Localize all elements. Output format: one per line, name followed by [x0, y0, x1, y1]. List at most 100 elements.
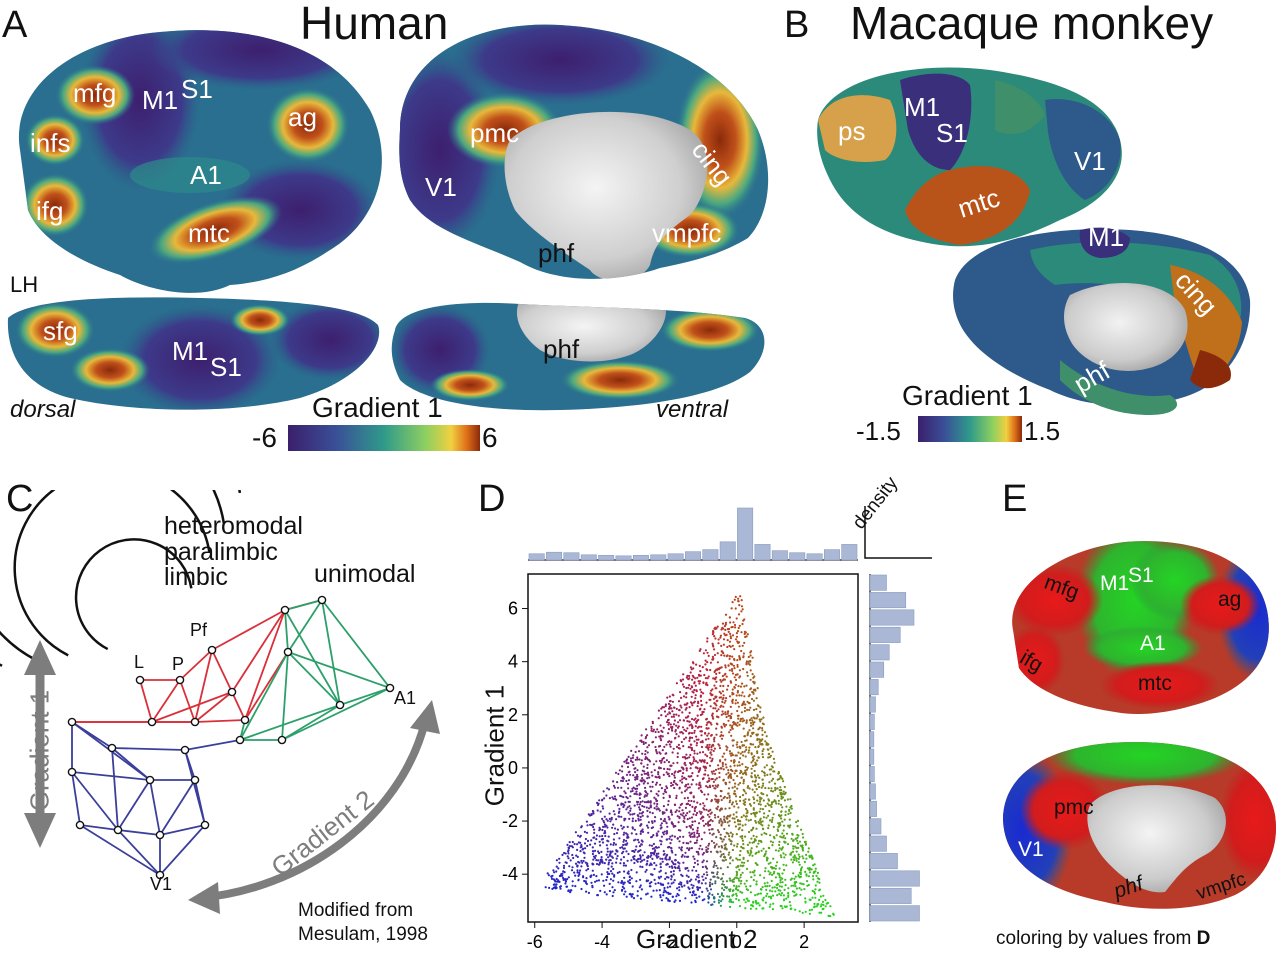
scatter-point [660, 729, 663, 732]
scatter-point [765, 888, 768, 891]
scatter-point [742, 857, 745, 860]
scatter-point [755, 863, 759, 866]
scatter-point [780, 856, 783, 859]
scatter-point [695, 663, 698, 666]
scatter-point [670, 865, 673, 868]
ventral-caption: ventral [656, 396, 729, 423]
scatter-point [798, 876, 801, 879]
scatter-point [728, 794, 731, 797]
scatter-point [777, 825, 780, 829]
scatter-point [689, 753, 692, 757]
scatter-point [801, 832, 804, 836]
scatter-point [736, 746, 739, 749]
scatter-point [644, 753, 647, 756]
scatter-point [663, 767, 666, 770]
scatter-point [566, 878, 569, 881]
scatter-point [709, 705, 712, 708]
scatter-point [698, 682, 701, 685]
scatter-point [753, 755, 756, 758]
scatter-point [736, 659, 739, 662]
scatter-point [654, 798, 657, 801]
scatter-point [747, 655, 750, 659]
scatter-point [722, 684, 725, 688]
scatter-point [585, 882, 588, 886]
scatter-point [737, 600, 740, 603]
scatter-point [707, 732, 710, 735]
density-corner-axis [864, 506, 932, 559]
scatter-point [814, 896, 817, 899]
scatter-point [659, 894, 662, 897]
scatter-point [780, 814, 783, 817]
scatter-point [790, 837, 793, 840]
scatter-point [713, 635, 716, 638]
scatter-point [770, 768, 773, 771]
scatter-point [637, 750, 641, 753]
scatter-point [623, 790, 626, 793]
scatter-point [767, 862, 770, 865]
scatter-point [678, 747, 681, 750]
network-node [135, 675, 145, 685]
scatter-point [695, 766, 698, 769]
scatter-point [622, 833, 625, 836]
scatter-point [734, 876, 737, 879]
human-label-phf-medial: phf [538, 238, 575, 268]
scatter-point [662, 891, 665, 894]
scatter-point [697, 718, 700, 721]
scatter-point [681, 775, 684, 778]
scatter-point [729, 662, 732, 665]
scatter-point [802, 836, 805, 839]
scatter-point [652, 763, 655, 766]
scatter-point [744, 792, 747, 795]
scatter-point [699, 741, 702, 744]
scatter-point [650, 854, 653, 857]
scatter-point [608, 797, 611, 800]
scatter-point [585, 831, 589, 834]
scatter-point [759, 803, 762, 806]
x-tick-label: 0 [732, 932, 742, 952]
network-node [190, 717, 200, 727]
scatter-point [665, 897, 668, 900]
scatter-point [736, 787, 739, 790]
scatter-point [581, 861, 584, 864]
scatter-point [750, 837, 753, 840]
scatter-point [749, 871, 752, 874]
scatter-point [700, 730, 703, 733]
scatter-point [735, 894, 738, 897]
scatter-point [772, 872, 775, 875]
scatter-point [737, 751, 740, 754]
scatter-point [611, 850, 614, 853]
scatter-point [755, 821, 758, 824]
scatter-point [814, 888, 817, 891]
scatter-point [756, 774, 760, 777]
scatter-point [716, 785, 719, 788]
marginal-x-histogram [528, 507, 858, 561]
scatter-point [639, 832, 642, 835]
scatter-point [692, 676, 695, 679]
scatter-point [704, 753, 707, 756]
scatter-point [568, 841, 571, 844]
scatter-point [740, 879, 743, 883]
scatter-point [750, 724, 753, 727]
scatter-point [659, 896, 662, 899]
scatter-point [819, 895, 822, 898]
scatter-point [722, 859, 726, 862]
scatter-point [801, 855, 804, 858]
scatter-point [725, 715, 728, 719]
scatter-point [757, 745, 760, 748]
scatter-point [779, 879, 782, 882]
scatter-point [593, 842, 597, 845]
scatter-point [665, 759, 668, 762]
scatter-point [732, 739, 735, 742]
scatter-point [647, 774, 650, 777]
scatter-point [785, 832, 789, 835]
scatter-point [661, 857, 664, 860]
scatter-point [678, 806, 681, 809]
scatter-point [770, 779, 773, 782]
scatter-point [732, 880, 735, 883]
scatter-point [732, 744, 735, 747]
scatter-point [667, 721, 671, 724]
scatter-point [663, 710, 667, 713]
scatter-point [700, 691, 703, 694]
scatter-point [719, 634, 722, 637]
scatter-point [690, 748, 693, 752]
